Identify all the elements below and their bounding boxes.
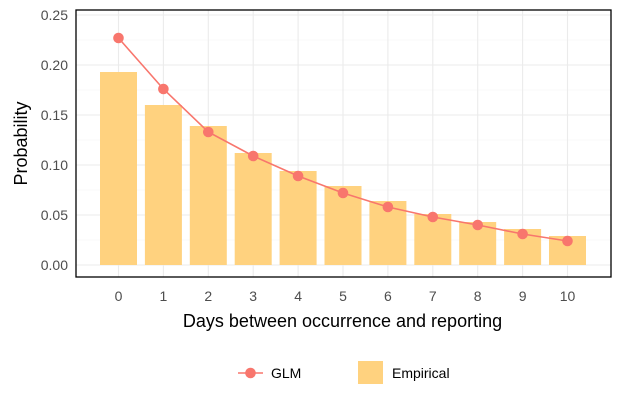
legend-glm-point (245, 367, 256, 379)
x-axis-title: Days between occurrence and reporting (183, 311, 502, 331)
x-tick-label: 10 (560, 288, 576, 304)
x-tick-label: 5 (339, 288, 347, 304)
legend-empirical-label: Empirical (392, 365, 450, 381)
y-tick-label: 0.15 (41, 107, 68, 123)
x-tick-labels: 0 1 2 3 4 5 6 7 8 9 10 (115, 288, 576, 304)
legend-item-glm: GLM (238, 365, 301, 381)
bar-layer (100, 72, 586, 265)
glm-point (517, 228, 528, 240)
empirical-bar (100, 72, 137, 265)
panel-border (75, 9, 612, 278)
legend-empirical-swatch (358, 361, 383, 384)
empirical-bar (144, 105, 182, 265)
glm-point (203, 126, 214, 138)
glm-point (292, 170, 304, 182)
y-tick-label: 0.00 (41, 257, 68, 273)
y-tick-labels: 0.00 0.05 0.10 0.15 0.20 0.25 (41, 7, 68, 273)
legend: GLM Empirical (238, 361, 450, 384)
glm-point (337, 187, 349, 199)
line-layer (113, 32, 573, 247)
x-tick-label: 4 (294, 288, 302, 304)
x-tick-label: 1 (160, 288, 168, 304)
glm-point (427, 211, 439, 223)
glm-point (382, 201, 394, 213)
y-tick-label: 0.20 (41, 57, 68, 73)
legend-item-empirical: Empirical (358, 361, 450, 384)
glm-point (247, 150, 259, 162)
legend-glm-label: GLM (271, 365, 301, 381)
y-tick-label: 0.25 (41, 7, 68, 23)
empirical-bar (324, 186, 362, 265)
y-tick-label: 0.10 (41, 157, 68, 173)
glm-point (158, 83, 169, 95)
empirical-bar (414, 214, 452, 265)
glm-point (562, 235, 573, 247)
x-tick-label: 2 (204, 288, 212, 304)
x-tick-label: 8 (474, 288, 482, 304)
empirical-bar (189, 126, 227, 265)
x-tick-label: 6 (384, 288, 392, 304)
y-tick-label: 0.05 (41, 207, 68, 223)
glm-point (113, 32, 124, 44)
y-axis-title: Probability (11, 101, 31, 185)
x-tick-label: 7 (429, 288, 437, 304)
empirical-bar (234, 153, 272, 265)
x-tick-label: 3 (249, 288, 257, 304)
empirical-bar (279, 171, 317, 265)
x-tick-label: 9 (519, 288, 527, 304)
x-tick-label: 0 (115, 288, 123, 304)
glm-point (472, 219, 484, 231)
